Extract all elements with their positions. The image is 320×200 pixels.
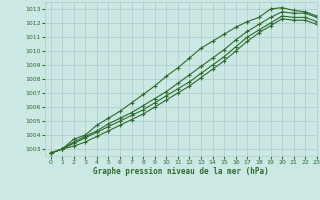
X-axis label: Graphe pression niveau de la mer (hPa): Graphe pression niveau de la mer (hPa) [93,167,269,176]
